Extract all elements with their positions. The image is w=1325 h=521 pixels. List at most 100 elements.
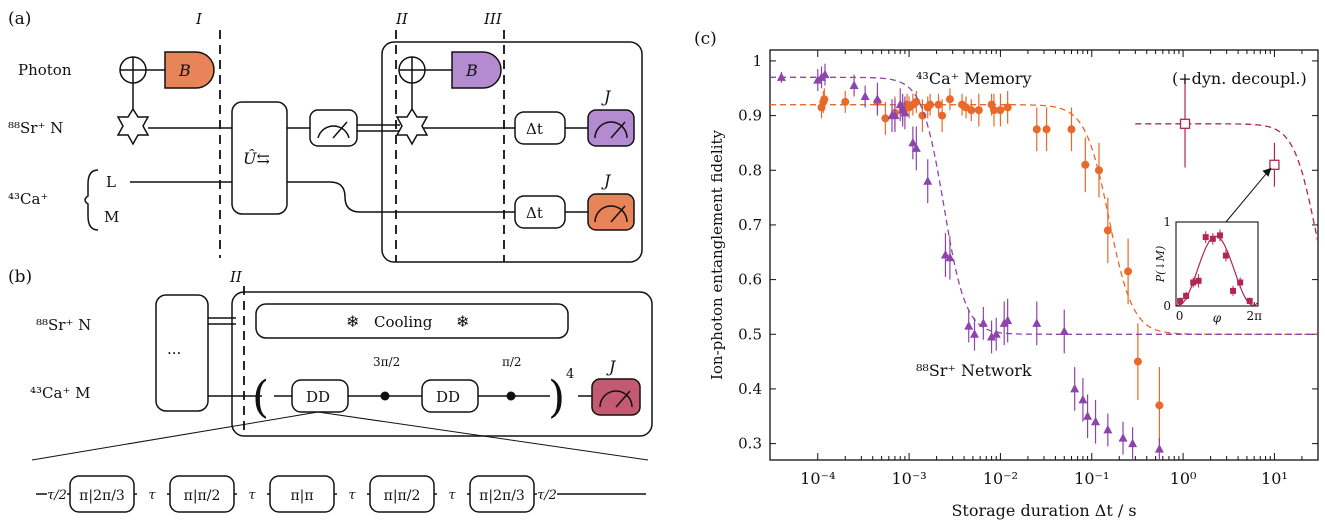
emitter-star-2	[395, 107, 429, 146]
data-point-memory	[945, 95, 954, 104]
data-point-memory	[1124, 267, 1133, 276]
panel-a-label: (a)	[8, 9, 31, 29]
y-tick-label: 0.6	[738, 271, 762, 289]
phase-1-label: 3π/2	[373, 355, 400, 369]
cut-label-b: II	[229, 268, 243, 286]
fit-curve-1	[770, 76, 1318, 335]
data-point-memory	[912, 97, 921, 106]
data-point-memory	[1094, 166, 1103, 175]
phase-dot-1	[380, 391, 390, 401]
x-tick-label: 10¹	[1261, 469, 1288, 488]
zoom-line-right	[317, 411, 649, 461]
data-point-memory	[1103, 226, 1112, 235]
inset-point	[1237, 279, 1244, 286]
data-point-memory	[820, 95, 829, 104]
tau-gap	[47, 486, 67, 502]
cut-label-1: I	[195, 10, 203, 28]
y-tick-label: 0.8	[738, 161, 762, 179]
data-point-network	[1118, 433, 1128, 442]
delay-box-1-label: Δt	[526, 120, 543, 138]
row-label-ca: ⁴³Ca⁺	[8, 190, 48, 208]
dd-box-2-label: DD	[436, 388, 460, 406]
data-point-network	[923, 176, 933, 185]
meter-ca-arc	[594, 205, 628, 223]
data-point-network	[978, 318, 988, 327]
ca-wire-3	[329, 181, 515, 213]
inset-y-tick-label: 0	[1163, 299, 1171, 313]
y-axis-label: Ion-photon entanglement fidelity	[708, 129, 726, 380]
pulse-box	[69, 475, 135, 513]
cut-label-3: III	[483, 10, 503, 28]
snowflake-icon-left: ❄	[346, 312, 359, 331]
meter-sr-arc	[594, 121, 628, 139]
meter-arc	[317, 125, 350, 139]
meter-sr-needle	[610, 121, 626, 139]
prior-ops-box	[155, 294, 209, 412]
b-gate-1-label: B	[178, 61, 191, 80]
data-point-memory	[1003, 103, 1012, 112]
meas-2-label: J	[601, 171, 612, 190]
measure-box-b	[591, 378, 641, 416]
data-point-network	[1103, 424, 1113, 434]
fit-curve-2	[1135, 123, 1318, 243]
delay-box-2	[514, 195, 566, 229]
paren-left: (	[252, 372, 269, 423]
data-point-network	[969, 329, 979, 338]
data-point-dd	[1179, 118, 1191, 129]
dd-box-1-label: DD	[306, 388, 330, 406]
data-point-network	[776, 72, 786, 81]
y-tick-label: 0.4	[738, 380, 762, 398]
data-point-memory	[934, 100, 943, 109]
data-point-memory	[996, 106, 1005, 115]
panel-a: (a) I II III Photon ⁸⁸Sr⁺ N ⁴³Ca⁺ L M B	[8, 9, 643, 263]
data-point-network	[1003, 315, 1013, 325]
pulse-label: π|2π/3	[79, 488, 125, 504]
b-gate-2	[451, 51, 502, 89]
inset-point	[1202, 234, 1209, 241]
data-point-network	[1154, 444, 1164, 453]
data-point-network	[849, 80, 859, 90]
inset-x-tick-label: 0	[1176, 309, 1184, 323]
inset-point	[1246, 297, 1253, 304]
b-frame	[231, 291, 653, 437]
inset-y-label: P(↓M)	[1154, 246, 1167, 283]
pulse-label: π|π	[290, 488, 313, 504]
data-point-network	[813, 75, 823, 84]
inset-x-label: φ	[1213, 311, 1222, 325]
data-point-network	[987, 332, 997, 341]
measure-box	[309, 109, 358, 147]
data-point-network	[991, 329, 1001, 338]
y-tick-label: 1	[752, 52, 762, 70]
paren-right: )	[548, 372, 565, 423]
annotation-memory: ⁴³Ca⁺ Memory	[916, 69, 1031, 88]
prior-ops-ellipsis: ···	[167, 344, 181, 362]
teleport-box	[381, 41, 643, 263]
zoom-line-left	[31, 411, 319, 461]
panel-b: (b) II ⁸⁸Sr⁺ N ⁴³Ca⁺ M ··· ❄ Cooling ❄ (…	[8, 267, 653, 513]
meas-1-label: J	[601, 87, 612, 106]
data-point-memory	[1081, 160, 1090, 169]
row-label-photon: Photon	[18, 61, 72, 79]
swap-gate	[231, 101, 288, 215]
tau-gap	[537, 486, 557, 502]
delay-box-2-label: Δt	[526, 204, 543, 222]
inset-point	[1195, 277, 1202, 284]
inset-pointer-arrowhead	[1262, 167, 1272, 177]
data-point-network	[1070, 383, 1080, 393]
b-gate-2-label: B	[465, 61, 478, 80]
data-point-network	[908, 137, 918, 147]
annotation-dd: (+dyn. decoupl.)	[1172, 69, 1307, 88]
cooling-box	[255, 303, 569, 339]
x-tick-label: 10⁻³	[891, 469, 926, 488]
row-label-ca-l: L	[106, 173, 116, 191]
inset-pointer-line	[1225, 169, 1270, 223]
tau-gap	[437, 486, 467, 502]
tau-label: τ	[448, 488, 456, 503]
pulse-box	[269, 475, 335, 513]
data-point-network	[1128, 438, 1138, 448]
tau-label: τ/2	[47, 488, 67, 503]
phase-dot-2	[506, 391, 516, 401]
pulse-box	[169, 475, 235, 513]
